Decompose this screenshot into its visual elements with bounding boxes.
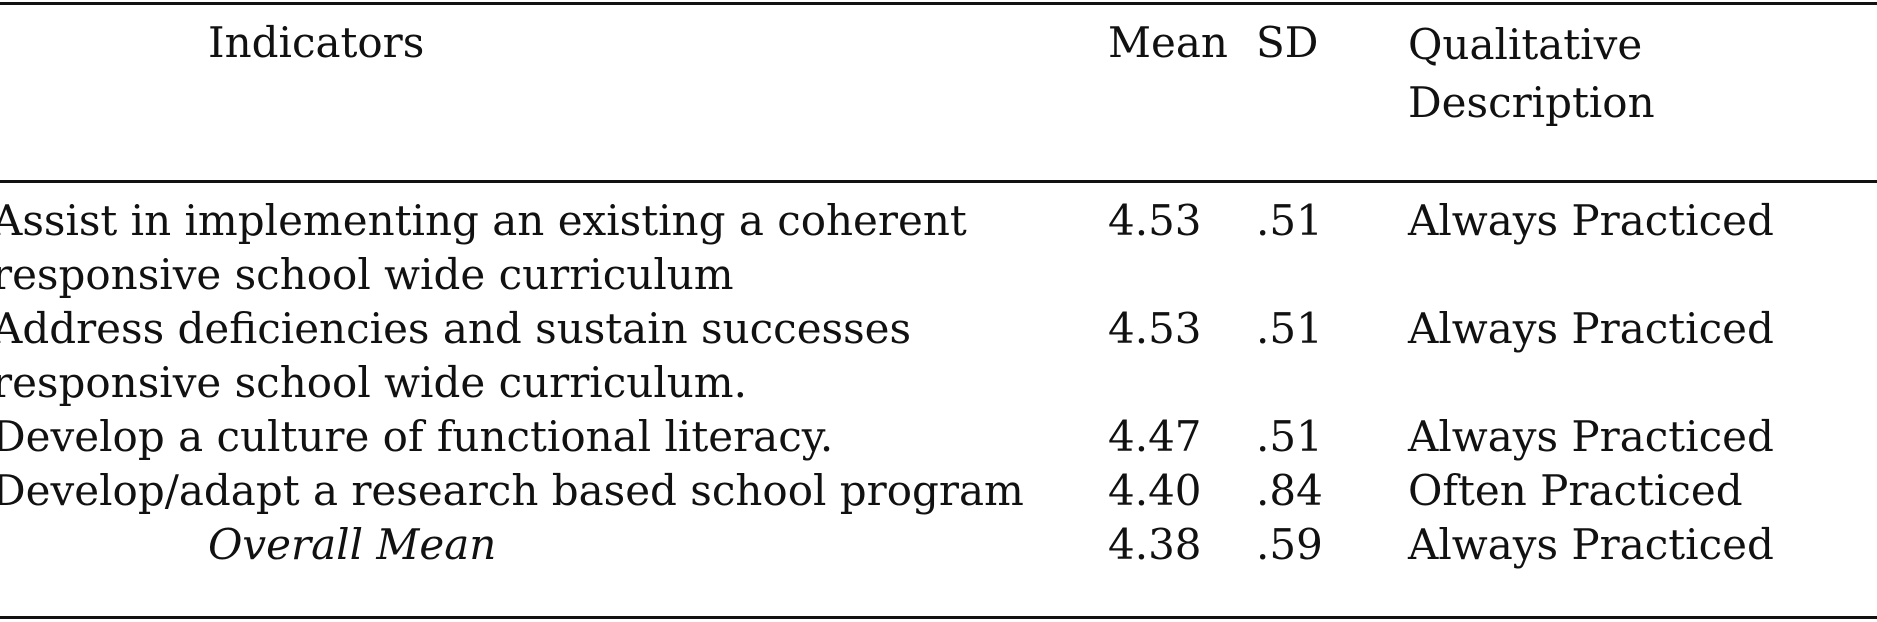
row1-sd: .51	[1256, 196, 1323, 245]
header-indicators: Indicators	[208, 18, 425, 67]
table-header-rule	[0, 180, 1877, 183]
row2-indicator-line1: Address deficiencies and sustain success…	[0, 304, 912, 353]
row1-description: Always Practiced	[1408, 196, 1774, 245]
row1-mean: 4.53	[1108, 196, 1202, 245]
header-qualitative-line1: Qualitative	[1408, 20, 1643, 69]
header-mean: Mean	[1108, 18, 1228, 67]
header-qualitative-description: Qualitative Description	[1408, 16, 1655, 132]
row3-description: Always Practiced	[1408, 412, 1774, 461]
overall-sd-value: .59	[1256, 520, 1323, 569]
row2-mean: 4.53	[1108, 304, 1202, 353]
overall-mean-value: 4.38	[1108, 520, 1202, 569]
row4-description: Often Practiced	[1408, 466, 1743, 515]
table-bottom-rule	[0, 616, 1877, 619]
overall-description: Always Practiced	[1408, 520, 1774, 569]
header-qualitative-line2: Description	[1408, 78, 1655, 127]
table-top-rule	[0, 2, 1877, 5]
row3-sd: .51	[1256, 412, 1323, 461]
row1-indicator-line1: Assist in implementing an existing a coh…	[0, 196, 967, 245]
header-sd: SD	[1256, 18, 1319, 67]
row3-mean: 4.47	[1108, 412, 1202, 461]
row2-description: Always Practiced	[1408, 304, 1774, 353]
row1-indicator-line2: responsive school wide curriculum	[0, 250, 734, 299]
row2-indicator-line2: responsive school wide curriculum.	[0, 358, 747, 407]
row4-sd: .84	[1256, 466, 1323, 515]
row4-mean: 4.40	[1108, 466, 1202, 515]
row3-indicator-line1: Develop a culture of functional literacy…	[0, 412, 834, 461]
row2-sd: .51	[1256, 304, 1323, 353]
row4-indicator-line1: Develop/adapt a research based school pr…	[0, 466, 1024, 515]
overall-mean-label: Overall Mean	[208, 520, 497, 569]
